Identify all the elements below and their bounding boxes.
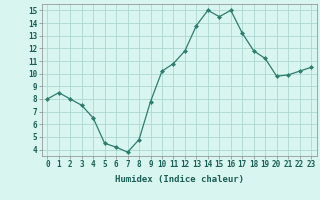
X-axis label: Humidex (Indice chaleur): Humidex (Indice chaleur)	[115, 175, 244, 184]
